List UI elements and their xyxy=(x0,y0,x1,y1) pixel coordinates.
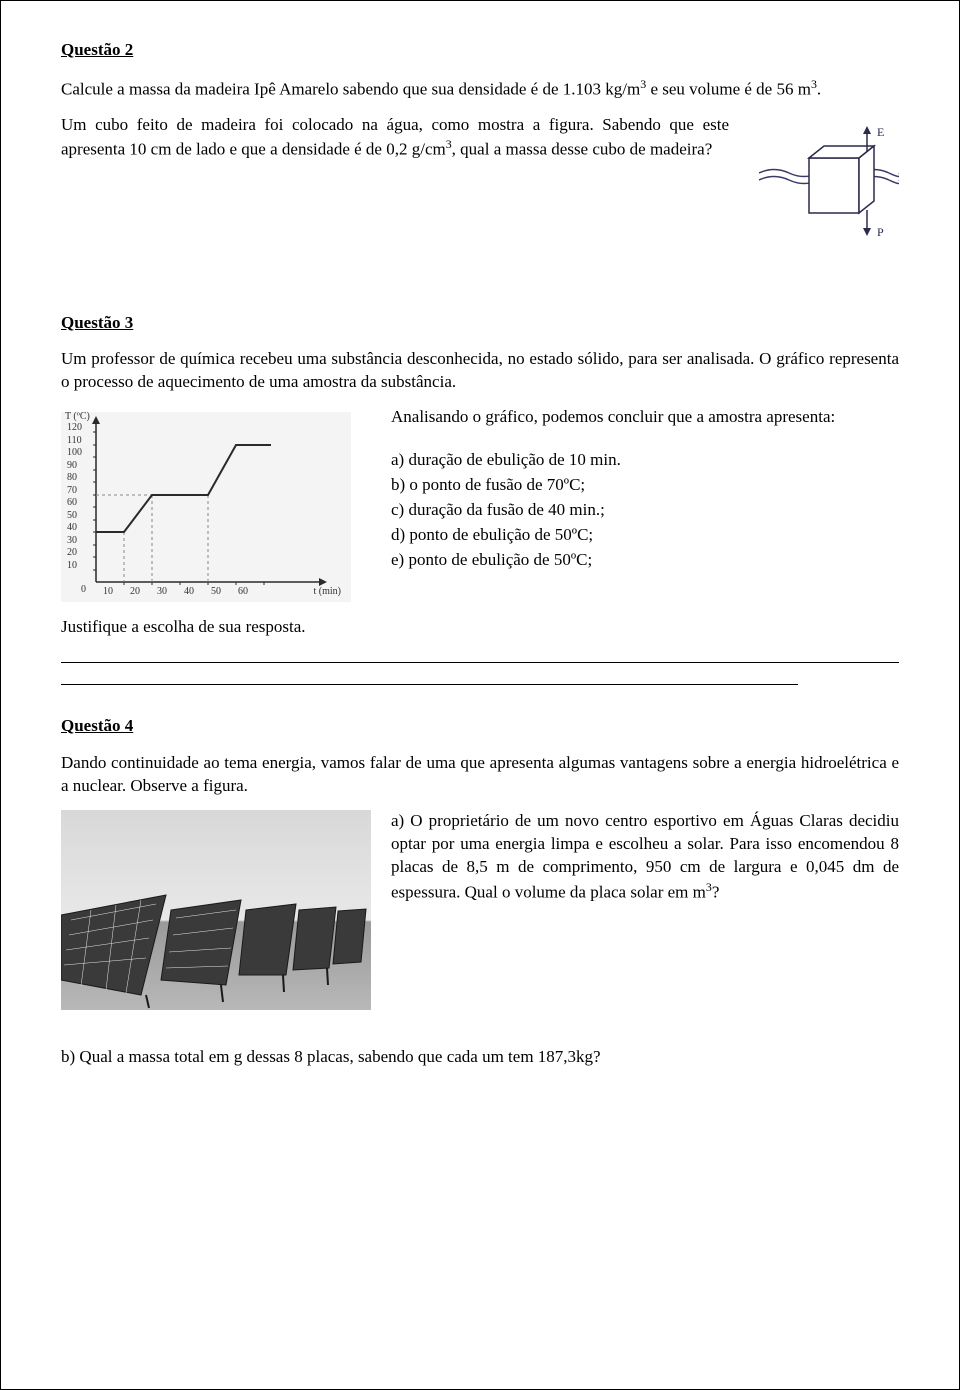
q3-answers: Analisando o gráfico, podemos concluir q… xyxy=(391,406,899,574)
heating-chart: T (ºC) 120 110 100 90 80 70 60 50 40 30 … xyxy=(61,412,351,602)
question-4-title: Questão 4 xyxy=(61,715,899,738)
q3-lead: Analisando o gráfico, podemos concluir q… xyxy=(391,406,899,429)
answer-line[interactable] xyxy=(61,665,798,685)
xtick: 60 xyxy=(238,585,248,599)
q2-paragraph-2: Um cubo feito de madeira foi colocado na… xyxy=(61,114,739,163)
xtick: 30 xyxy=(157,585,167,599)
label-E: E xyxy=(877,125,884,139)
solar-panel-figure xyxy=(61,810,371,1010)
ytick: 60 xyxy=(67,497,82,510)
ytick: 120 xyxy=(67,422,82,435)
xtick: 20 xyxy=(130,585,140,599)
chart-x-ticks: 10 20 30 40 50 60 xyxy=(103,585,248,599)
chart-y-ticks: 120 110 100 90 80 70 60 50 40 30 20 10 xyxy=(67,422,82,572)
q4-part-b: b) Qual a massa total em g dessas 8 plac… xyxy=(61,1046,899,1069)
ytick: 30 xyxy=(67,535,82,548)
chart-x-axis-label: t (min) xyxy=(314,585,342,599)
q2-paragraph-1: Calcule a massa da madeira Ipê Amarelo s… xyxy=(61,76,899,102)
q3-option-c: c) duração da fusão de 40 min.; xyxy=(391,499,899,522)
q4-part-a: a) O proprietário de um novo centro espo… xyxy=(391,810,899,904)
ytick: 100 xyxy=(67,447,82,460)
cube-figure: E P xyxy=(759,118,899,248)
text: . xyxy=(817,80,821,99)
ytick: 20 xyxy=(67,547,82,560)
label-P: P xyxy=(877,225,884,239)
q3-justify-prompt: Justifique a escolha de sua resposta. xyxy=(61,616,899,639)
q3-option-a: a) duração de ebulição de 10 min. xyxy=(391,449,899,472)
q3-option-e: e) ponto de ebulição de 50ºC; xyxy=(391,550,592,569)
ytick: 10 xyxy=(67,560,82,573)
q3-intro: Um professor de química recebeu uma subs… xyxy=(61,348,899,394)
question-2-title: Questão 2 xyxy=(61,39,899,62)
q4-intro: Dando continuidade ao tema energia, vamo… xyxy=(61,752,899,798)
text: e seu volume é de 56 m xyxy=(646,80,811,99)
ytick: 40 xyxy=(67,522,82,535)
xtick: 40 xyxy=(184,585,194,599)
q3-option-d: d) ponto de ebulição de 50ºC; xyxy=(391,525,593,544)
ytick: 50 xyxy=(67,510,82,523)
ytick: 110 xyxy=(67,435,82,448)
ytick: 70 xyxy=(67,485,82,498)
chart-origin: 0 xyxy=(81,583,86,597)
text: a) O proprietário de um novo centro espo… xyxy=(391,811,899,901)
ytick: 80 xyxy=(67,472,82,485)
answer-line[interactable] xyxy=(61,643,899,663)
q3-option-b: b) o ponto de fusão de 70ºC; xyxy=(391,474,899,497)
text: ? xyxy=(712,883,720,902)
question-3-title: Questão 3 xyxy=(61,312,899,335)
text: , qual a massa desse cubo de madeira? xyxy=(452,140,713,159)
xtick: 10 xyxy=(103,585,113,599)
text: Calcule a massa da madeira Ipê Amarelo s… xyxy=(61,80,640,99)
ytick: 90 xyxy=(67,460,82,473)
xtick: 50 xyxy=(211,585,221,599)
